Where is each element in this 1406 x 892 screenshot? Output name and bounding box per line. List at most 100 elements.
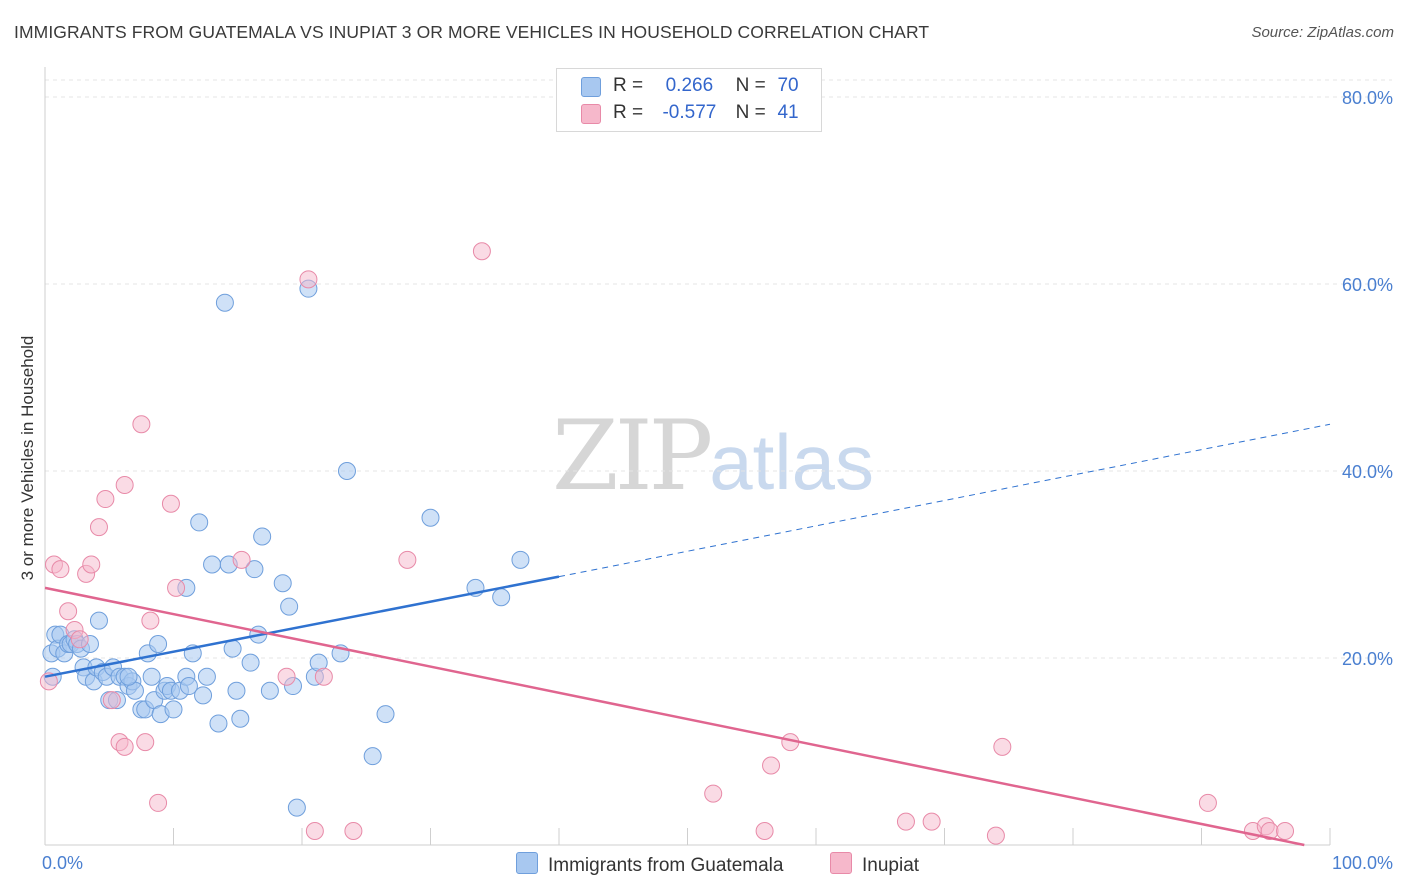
bottom-legend-label-guatemala: Immigrants from Guatemala <box>548 855 784 876</box>
data-point-inupiat <box>59 602 78 621</box>
y-tick-label: 60.0% <box>1342 275 1393 295</box>
data-point-inupiat <box>986 826 1005 845</box>
watermark-zip: ZIP <box>552 400 713 512</box>
x-axis-ticks <box>173 828 1331 845</box>
data-point-guatemala <box>511 550 530 569</box>
data-point-guatemala <box>203 555 222 574</box>
data-point-guatemala <box>376 705 395 724</box>
source-label: Source: ZipAtlas.com <box>1251 24 1394 41</box>
data-point-guatemala <box>89 611 108 630</box>
data-point-inupiat <box>149 793 168 812</box>
data-point-inupiat <box>1276 821 1295 840</box>
data-point-inupiat <box>167 578 186 597</box>
data-point-inupiat <box>277 667 296 686</box>
x-tick-labels: 0.0% 100.0% <box>42 853 1393 873</box>
y-axis-label: 3 or more Vehicles in Household <box>18 335 37 581</box>
data-point-inupiat <box>115 476 134 495</box>
legend-r-label: R = <box>613 102 644 123</box>
trend-lines <box>44 423 1331 847</box>
data-point-guatemala <box>197 667 216 686</box>
data-point-inupiat <box>141 611 160 630</box>
bottom-legend-inupiat: Inupiat <box>830 852 919 877</box>
bottom-legend-guatemala: Immigrants from Guatemala <box>516 852 783 877</box>
guatemala-points <box>42 279 530 817</box>
data-point-guatemala <box>227 681 246 700</box>
x-tick-label-end: 100.0% <box>1332 853 1393 873</box>
correlation-legend: R = 0.266 N = 70 R = -0.577 N = 41 <box>556 68 822 132</box>
data-point-guatemala <box>194 686 213 705</box>
data-point-guatemala <box>164 700 183 719</box>
data-point-inupiat <box>232 550 251 569</box>
data-point-guatemala <box>119 667 138 686</box>
legend-r-label: R = <box>613 75 644 96</box>
y-tick-labels: 20.0% 40.0% 60.0% 80.0% <box>1342 88 1393 669</box>
data-point-guatemala <box>492 588 511 607</box>
data-point-inupiat <box>161 494 180 513</box>
data-point-guatemala <box>337 462 356 480</box>
data-point-inupiat <box>89 518 108 537</box>
axes <box>44 67 1330 846</box>
data-point-inupiat <box>344 821 363 840</box>
data-point-guatemala <box>190 513 209 532</box>
data-point-inupiat <box>96 490 115 509</box>
trend-line-inupiat <box>44 586 1305 847</box>
y-tick-label: 40.0% <box>1342 462 1393 482</box>
data-point-guatemala <box>287 798 306 817</box>
data-point-inupiat <box>39 672 58 691</box>
data-point-inupiat <box>115 737 134 756</box>
data-point-guatemala <box>273 574 292 593</box>
y-tick-label: 20.0% <box>1342 649 1393 669</box>
data-point-inupiat <box>993 737 1012 756</box>
data-point-inupiat <box>755 821 774 840</box>
data-point-inupiat <box>896 812 915 831</box>
y-tick-label: 80.0% <box>1342 88 1393 108</box>
data-point-guatemala <box>149 634 168 653</box>
bottom-legend-swatch-inupiat <box>830 852 852 874</box>
data-point-guatemala <box>142 667 161 686</box>
data-point-inupiat <box>70 630 89 649</box>
legend-r-value-inupiat: -0.577 <box>662 102 717 123</box>
data-point-inupiat <box>704 784 723 803</box>
data-point-guatemala <box>280 597 299 616</box>
legend-swatch-inupiat <box>581 104 601 124</box>
data-point-guatemala <box>231 709 250 728</box>
data-point-guatemala <box>363 747 382 766</box>
watermark: ZIPatlas <box>552 400 874 512</box>
data-point-inupiat <box>472 242 491 261</box>
data-point-guatemala <box>421 508 440 527</box>
data-point-guatemala <box>245 560 264 579</box>
data-point-guatemala <box>241 653 260 672</box>
data-point-inupiat <box>82 555 101 574</box>
legend-r-value-guatemala: 0.266 <box>665 75 714 96</box>
legend-text-guatemala: R = 0.266 N = 70 <box>613 75 805 97</box>
legend-n-value-inupiat: 41 <box>777 102 799 123</box>
x-tick-label-start: 0.0% <box>42 853 83 873</box>
data-point-inupiat <box>398 550 417 569</box>
data-point-inupiat <box>51 560 70 579</box>
data-point-guatemala <box>179 677 198 696</box>
data-point-inupiat <box>102 691 121 710</box>
bottom-legend-swatch-guatemala <box>516 852 538 874</box>
data-point-guatemala <box>253 527 272 546</box>
data-point-guatemala <box>223 639 242 658</box>
data-point-inupiat <box>305 821 324 840</box>
inupiat-points <box>39 242 1295 845</box>
data-point-inupiat <box>1198 793 1217 812</box>
data-point-inupiat <box>132 415 151 434</box>
trend-line-guatemala-extension <box>558 423 1331 578</box>
trend-line-guatemala <box>44 575 560 678</box>
legend-n-label: N = <box>735 75 766 96</box>
legend-n-label: N = <box>735 102 766 123</box>
legend-text-inupiat: R = -0.577 N = 41 <box>613 102 805 124</box>
data-point-inupiat <box>314 667 333 686</box>
data-point-guatemala <box>209 714 228 733</box>
data-point-guatemala <box>215 293 234 312</box>
data-point-inupiat <box>922 812 941 831</box>
data-point-guatemala <box>260 681 279 700</box>
watermark-atlas: atlas <box>709 418 874 506</box>
legend-swatch-guatemala <box>581 77 601 97</box>
data-point-inupiat <box>136 733 155 752</box>
chart-title: IMMIGRANTS FROM GUATEMALA VS INUPIAT 3 O… <box>14 22 930 42</box>
legend-n-value-guatemala: 70 <box>777 75 799 96</box>
